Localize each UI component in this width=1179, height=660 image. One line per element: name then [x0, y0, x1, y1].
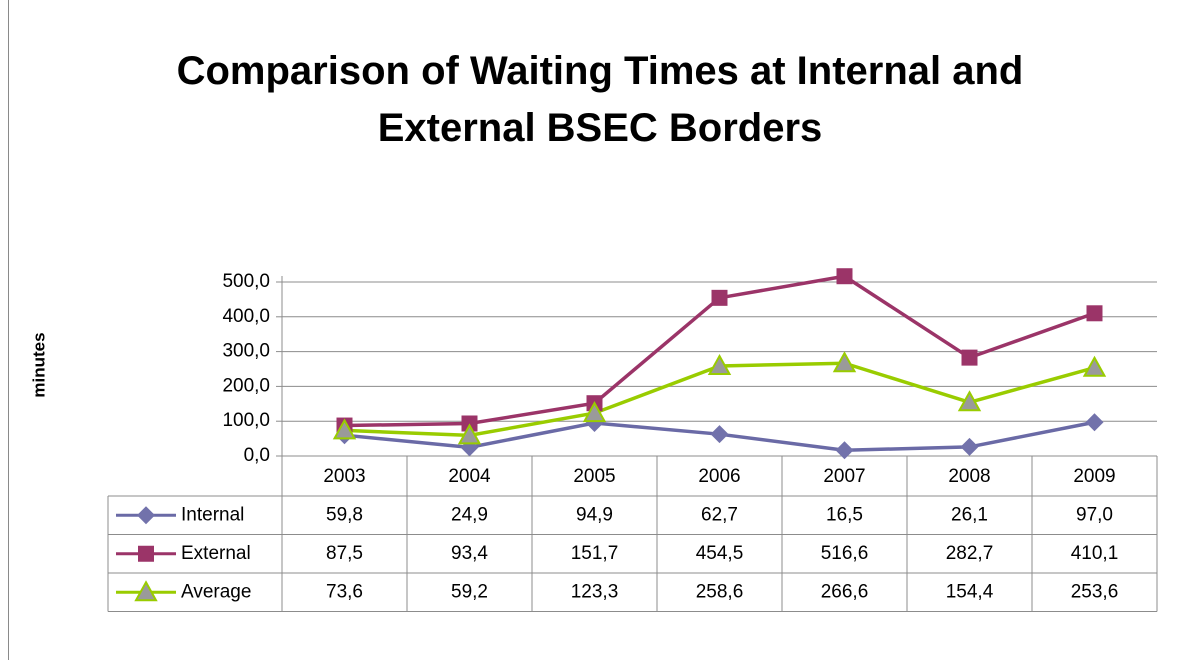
table-value: 24,9: [451, 504, 488, 525]
y-tick-label: 100,0: [222, 410, 270, 431]
marker: [711, 289, 728, 306]
table-value: 73,6: [326, 581, 363, 602]
marker: [582, 401, 607, 423]
marker: [707, 353, 732, 376]
table-value: 93,4: [451, 543, 488, 564]
chart-title: Comparison of Waiting Times at Internal …: [177, 49, 1024, 150]
x-tick-label: 2004: [448, 466, 491, 487]
table-value: 62,7: [701, 504, 738, 525]
legend-label: Internal: [181, 504, 244, 525]
legend-marker: [137, 506, 155, 525]
table-value: 154,4: [946, 581, 994, 602]
table-value: 266,6: [821, 581, 869, 602]
y-tick-label: 500,0: [222, 271, 270, 292]
x-tick-label: 2003: [323, 466, 365, 487]
table-value: 87,5: [326, 543, 363, 564]
table-value: 97,0: [1076, 504, 1113, 525]
y-axis-label: minutes: [29, 332, 48, 397]
marker: [1082, 355, 1107, 377]
legend-label: External: [181, 543, 251, 564]
marker: [961, 349, 978, 366]
table-value: 94,9: [576, 504, 613, 525]
table-value: 282,7: [946, 543, 994, 564]
table-value: 59,8: [326, 504, 363, 525]
marker: [957, 390, 982, 412]
y-tick-label: 0,0: [244, 445, 270, 466]
x-tick-label: 2008: [948, 466, 990, 487]
y-tick-label: 300,0: [222, 341, 270, 362]
table-value: 59,2: [451, 581, 488, 602]
x-tick-label: 2009: [1073, 466, 1115, 487]
marker: [836, 268, 853, 285]
legend-marker: [134, 580, 158, 602]
marker: [1085, 413, 1104, 432]
table-value: 26,1: [951, 504, 988, 525]
legend-label: Average: [181, 581, 251, 602]
y-tick-label: 200,0: [222, 375, 270, 396]
table-value: 123,3: [571, 581, 619, 602]
marker: [457, 423, 482, 445]
x-tick-label: 2007: [823, 466, 865, 487]
marker: [1086, 305, 1103, 322]
legend-marker: [138, 545, 154, 562]
table-value: 516,6: [821, 543, 869, 564]
marker: [710, 425, 729, 444]
x-tick-label: 2006: [698, 466, 740, 487]
table-value: 410,1: [1071, 543, 1119, 564]
marker: [960, 437, 979, 456]
table-value: 253,6: [1071, 581, 1119, 602]
y-tick-label: 400,0: [222, 306, 270, 327]
table-value: 151,7: [571, 543, 619, 564]
marker: [835, 441, 854, 460]
marker: [332, 418, 357, 440]
marker: [832, 351, 857, 373]
table-value: 454,5: [696, 543, 744, 564]
table-value: 16,5: [826, 504, 863, 525]
chart-frame: [8, 0, 1179, 660]
x-tick-label: 2005: [573, 466, 615, 487]
table-value: 258,6: [696, 581, 744, 602]
